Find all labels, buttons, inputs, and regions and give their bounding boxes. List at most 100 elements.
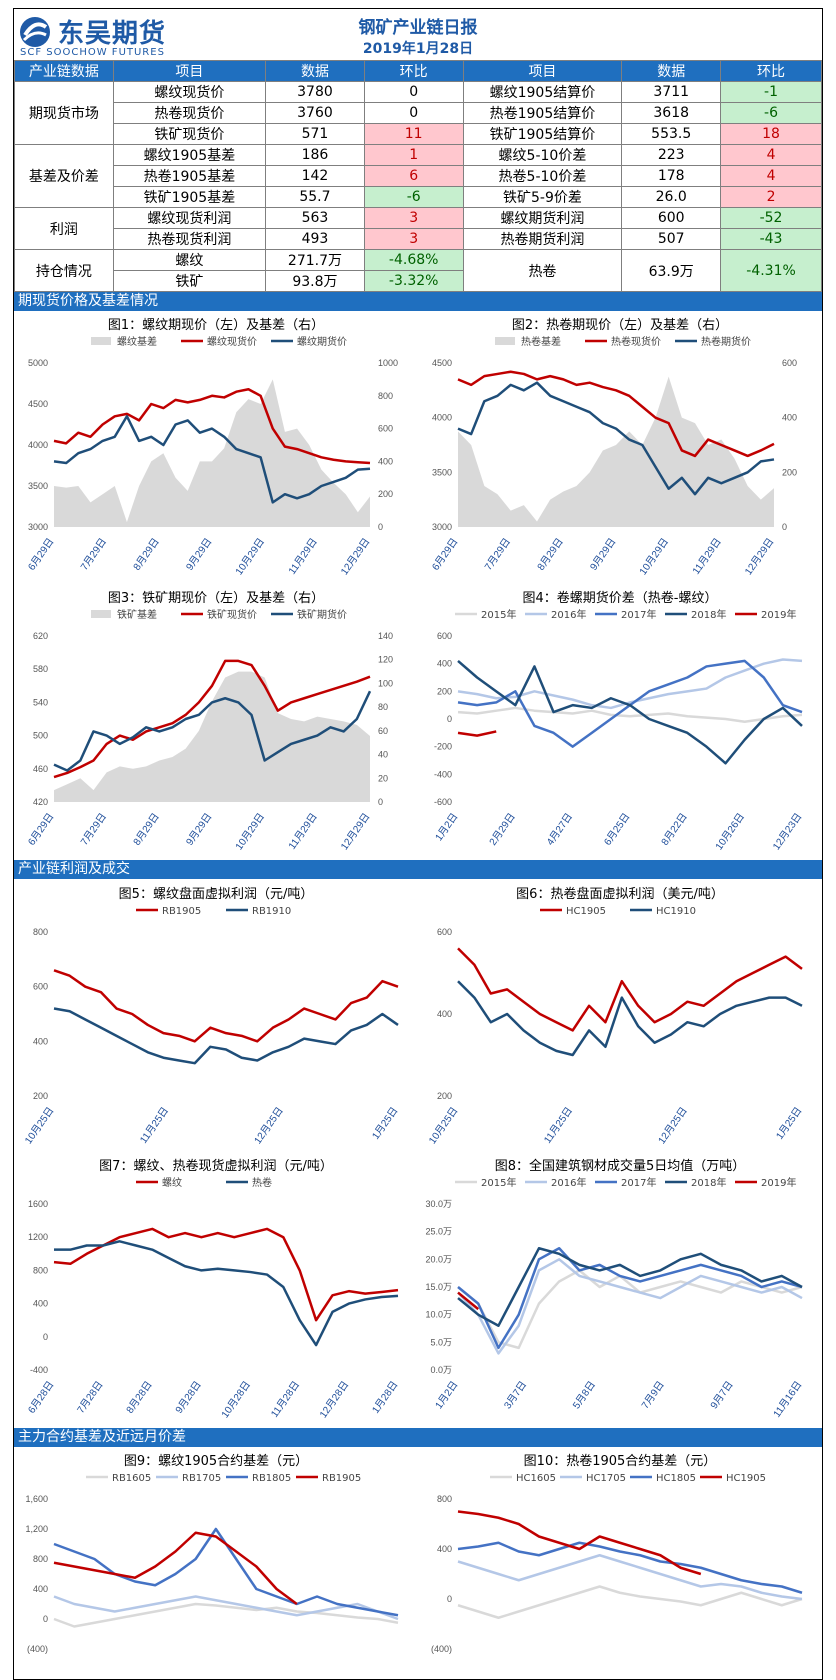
y2-tick-label: 0: [378, 797, 383, 807]
legend-label: 2016年: [551, 608, 586, 621]
legend-label: HC1705: [586, 1473, 626, 1484]
y-tick-label: -600: [434, 797, 452, 807]
y2-tick-label: 60: [378, 726, 388, 736]
y-tick-label: 400: [33, 1299, 48, 1309]
chart-rebar-1905-basis: 图9：螺纹1905合约基差（元） RB1605 RB1705 RB1805 RB1905…: [25, 1454, 399, 1654]
y-tick-label: 4500: [432, 358, 452, 368]
industry-data-table: 产业链数据 项目 数据 环比 项目 数据 环比 期现货市场 螺纹现货价 3780 0 螺纹1905结…: [14, 60, 822, 292]
y2-tick-label: 120: [378, 655, 393, 665]
line-series-铁矿期货价: [53, 690, 372, 772]
x-tick-label: 12月23日: [770, 811, 804, 852]
y-tick-label: 0: [447, 714, 452, 724]
legend-label: 2019年: [761, 608, 796, 621]
x-tick-label: 9月29日: [588, 536, 619, 573]
x-tick-label: 10月29日: [233, 536, 267, 577]
value-cell: 186: [265, 144, 365, 166]
y-tick-label: 800: [33, 1265, 48, 1275]
x-tick-label: 8月29日: [131, 811, 162, 848]
column-header: 环比: [720, 60, 822, 82]
y-tick-label: -200: [434, 742, 452, 752]
x-tick-label: 9月29日: [184, 536, 215, 573]
legend-label: 螺纹基差: [117, 335, 157, 348]
y-tick-label: -400: [434, 769, 452, 779]
table-row: 持仓情况 螺纹 271.7万 -4.68% 热卷 63.9万 -4.31%: [14, 249, 822, 292]
x-tick-label: 7月29日: [78, 536, 109, 573]
line-series-2018年: [457, 1247, 803, 1327]
y2-tick-label: 400: [782, 413, 797, 423]
item-cell: 热卷5-10价差: [462, 165, 623, 187]
x-tick-label: 8月29日: [535, 536, 566, 573]
chart-title: 图3：铁矿期现价（左）及基差（右）: [108, 591, 324, 606]
x-tick-label: 9月7日: [708, 1379, 736, 1411]
x-tick-label: 12月25日: [252, 1105, 286, 1146]
x-tick-label: 8月29日: [131, 536, 162, 573]
logo-english-name: SCF SOOCHOW FUTURES: [20, 47, 165, 58]
line-series-HC1705: [457, 1554, 803, 1601]
y-tick-label: 420: [33, 797, 48, 807]
change-cell: 2: [720, 186, 822, 208]
x-tick-label: 2月29日: [487, 811, 518, 848]
x-tick-label: 10月25日: [426, 1105, 460, 1146]
chart-title: 图6：热卷盘面虚拟利润（美元/吨）: [516, 886, 724, 902]
change-cell: 18: [720, 123, 822, 145]
y-tick-label: 20.0万: [425, 1254, 452, 1264]
legend-label: 铁矿现货价: [207, 608, 257, 621]
legend-label: RB1905: [162, 906, 201, 917]
legend-label: 2016年: [551, 1176, 586, 1189]
legend-label: RB1905: [322, 1473, 361, 1484]
section-band-basis: 主力合约基差及近远月价差: [14, 1428, 822, 1447]
x-tick-label: 6月28日: [26, 1379, 57, 1416]
column-header: 数据: [265, 60, 365, 82]
group-label: 基差及价差: [14, 144, 114, 208]
x-tick-label: 1月28日: [370, 1379, 401, 1416]
group-label: 持仓情况: [14, 249, 114, 292]
line-series-螺纹: [53, 1227, 399, 1322]
y2-tick-label: 0: [782, 522, 787, 532]
x-tick-label: 6月29日: [430, 536, 461, 573]
chart-title: 图4：卷螺期货价差（热卷-螺纹）: [523, 590, 718, 606]
logo-mark-icon: [20, 17, 50, 47]
group-label: 期现货市场: [14, 81, 114, 145]
column-header: 项目: [462, 60, 623, 82]
logo-mark-text: SCF: [20, 47, 43, 58]
table-row: 热卷1905基差 142 6 热卷5-10价差 178 4: [15, 165, 822, 187]
change-cell: 1: [363, 144, 464, 166]
y-tick-label: 800: [437, 1494, 452, 1504]
legend-swatch: [91, 610, 111, 618]
legend-label: 热卷现货价: [611, 335, 661, 348]
y-tick-label: 1600: [28, 1199, 48, 1209]
area-series-热卷基差: [458, 376, 774, 527]
x-tick-label: 9月29日: [184, 811, 215, 848]
chart-title: 图10：热卷1905合约基差（元）: [524, 1453, 717, 1469]
x-tick-label: 9月28日: [173, 1379, 204, 1416]
y-tick-label: 5000: [28, 358, 48, 368]
table-row: 期现货市场 螺纹现货价 3780 0 螺纹1905结算价 3711 -1: [14, 81, 822, 145]
line-series-螺纹现货价: [53, 387, 371, 465]
item-cell: 螺纹现货价: [112, 81, 267, 103]
y-tick-label: 400: [33, 1584, 48, 1594]
y2-tick-label: 600: [782, 358, 797, 368]
legend-label: 2017年: [621, 1176, 656, 1189]
x-tick-label: 7月9日: [639, 1379, 667, 1411]
x-tick-label: 6月29日: [26, 536, 57, 573]
value-cell: 3760: [265, 102, 365, 124]
x-tick-label: 8月28日: [124, 1379, 155, 1416]
y-tick-label: 600: [437, 631, 452, 641]
line-series-2016年: [457, 1258, 803, 1355]
value-cell: 178: [621, 165, 722, 187]
legend-label: 螺纹现货价: [207, 335, 257, 348]
x-tick-label: 1月25日: [774, 1105, 805, 1142]
line-series-RB1705: [53, 1595, 399, 1621]
area-series-铁矿基差: [54, 671, 370, 802]
y-tick-label: 400: [437, 1009, 452, 1019]
x-tick-label: 12月29日: [742, 536, 776, 577]
legend-label: 铁矿基差: [117, 608, 157, 621]
legend-label: 2018年: [691, 608, 726, 621]
item-cell: 热卷: [462, 249, 623, 292]
value-cell: 3618: [621, 102, 722, 124]
legend-label: RB1910: [252, 906, 291, 917]
area-series-螺纹基差: [54, 379, 370, 527]
y-tick-label: 600: [437, 927, 452, 937]
company-logo: 东吴期货 SCF SOOCHOW FUTURES: [18, 13, 178, 58]
legend-label: 2018年: [691, 1176, 726, 1189]
